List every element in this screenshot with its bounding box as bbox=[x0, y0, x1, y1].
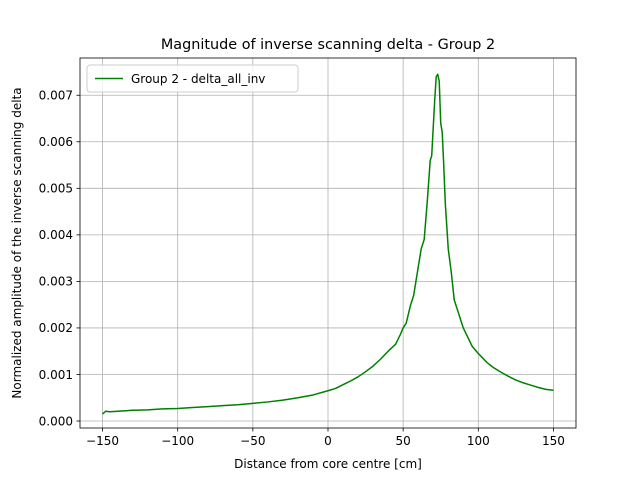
y-tick-label: 0.006 bbox=[39, 135, 73, 149]
x-tick-label: −50 bbox=[240, 434, 265, 448]
y-tick-label: 0.001 bbox=[39, 368, 73, 382]
legend-box bbox=[86, 64, 299, 93]
legend-label: Group 2 - delta_all_inv bbox=[131, 72, 265, 86]
series-line bbox=[102, 73, 554, 415]
x-tick-label: 150 bbox=[542, 434, 565, 448]
axis-ticks: −150 −100 −50 0 50 100 150 0.000 0.001 0.002 0.003… bbox=[39, 89, 565, 448]
legend: Group 2 - delta_all_inv bbox=[86, 64, 299, 93]
y-tick-label: 0.007 bbox=[39, 89, 73, 103]
series-layer bbox=[102, 73, 554, 415]
x-tick-label: −150 bbox=[86, 434, 119, 448]
y-tick-label: 0.002 bbox=[39, 321, 73, 335]
grid bbox=[80, 58, 576, 428]
y-axis-label: Normalized amplitude of the inverse scan… bbox=[10, 87, 24, 398]
y-tick-label: 0.000 bbox=[39, 414, 73, 428]
x-tick-label: 100 bbox=[467, 434, 490, 448]
x-axis-label: Distance from core centre [cm] bbox=[234, 457, 422, 471]
x-tick-label: 50 bbox=[396, 434, 411, 448]
y-tick-label: 0.003 bbox=[39, 275, 73, 289]
y-tick-label: 0.005 bbox=[39, 182, 73, 196]
chart-title: Magnitude of inverse scanning delta - Gr… bbox=[161, 37, 495, 53]
x-tick-label: 0 bbox=[324, 434, 332, 448]
y-tick-label: 0.004 bbox=[39, 228, 73, 242]
x-tick-label: −100 bbox=[161, 434, 194, 448]
